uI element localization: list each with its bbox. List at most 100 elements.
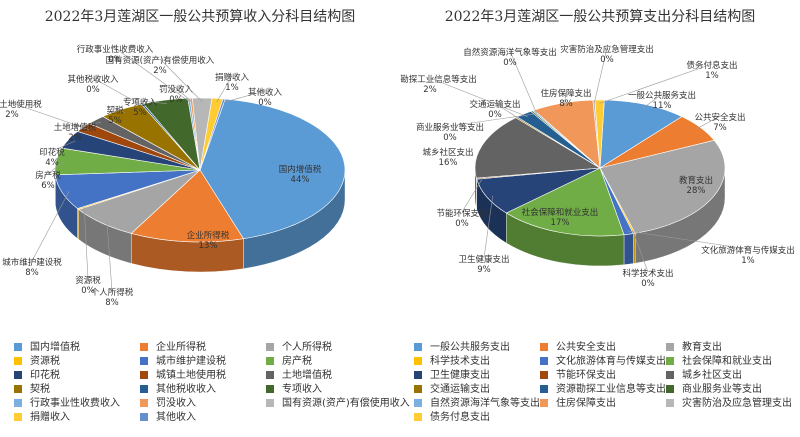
revenue-slice-4-leader (83, 207, 89, 280)
expenditure-slice-2-pct: 7% (713, 123, 727, 133)
expenditure-legend-swatch-6 (666, 357, 674, 365)
revenue-legend-label-9: 土地增值税 (282, 370, 332, 381)
expenditure-slice-16-pct: 1% (705, 71, 719, 81)
expenditure-legend-label-7: 卫生健康支出 (430, 370, 490, 381)
revenue-slice-15-label: 国有资源(资产)有偿使用收入 (106, 55, 215, 66)
revenue-slice-1-label: 国内增值税 (279, 164, 322, 175)
revenue-legend-item-1: 国内增值税 (14, 338, 80, 353)
expenditure-slice-13-pct: 0% (503, 58, 517, 68)
expenditure-slice-16-label: 债务付息支出 (686, 60, 737, 71)
expenditure-slice-12-pct: 0% (443, 133, 457, 143)
revenue-legend-label-10: 契税 (30, 384, 50, 395)
expenditure-legend-swatch-11 (540, 385, 548, 393)
revenue-slice-5-pct: 8% (25, 268, 39, 278)
expenditure-legend-item-11: 资源勘探工业信息等支出 (540, 380, 666, 395)
expenditure-legend-item-12: 商业服务业等支出 (666, 380, 762, 395)
expenditure-slice-5-pct: 1% (741, 256, 755, 266)
expenditure-legend-label-5: 文化旅游体育与传媒支出 (556, 356, 666, 367)
expenditure-slice-3 (599, 140, 726, 234)
expenditure-legend-swatch-7 (414, 371, 422, 379)
expenditure-slice-4-side (633, 233, 636, 264)
expenditure-legend-label-4: 科学技术支出 (430, 356, 490, 367)
expenditure-legend-item-1: 一般公共服务支出 (414, 338, 510, 353)
revenue-legend-item-4: 资源税 (14, 352, 60, 367)
expenditure-pie-chart: 一般公共服务支出11%公共安全支出7%教育支出28%科学技术支出0%文化旅游体育… (400, 44, 795, 289)
expenditure-legend-item-14: 住房保障支出 (540, 394, 616, 409)
revenue-legend-label-8: 城镇土地使用税 (156, 370, 226, 381)
revenue-legend-item-17: 其他收入 (140, 408, 196, 423)
expenditure-legend-item-4: 科学技术支出 (414, 352, 490, 367)
revenue-slice-3-leader (106, 220, 113, 292)
revenue-legend-label-7: 印花税 (30, 370, 60, 381)
expenditure-legend-item-10: 交通运输支出 (414, 380, 490, 395)
expenditure-legend-label-16: 债务付息支出 (430, 412, 490, 423)
expenditure-legend-item-15: 灾害防治及应急管理支出 (666, 394, 792, 409)
revenue-slice-9-pct: 2% (68, 133, 82, 143)
expenditure-slice-5-leader (627, 230, 749, 250)
revenue-slice-2 (130, 169, 244, 243)
expenditure-slice-16-leader (599, 63, 713, 104)
expenditure-legend-item-8: 节能环保支出 (540, 366, 616, 381)
revenue-slice-7-label: 印花税 (39, 147, 65, 158)
revenue-legend-label-2: 企业所得税 (156, 342, 206, 353)
revenue-slice-14-pct: 0% (169, 95, 183, 105)
revenue-legend-label-6: 房产税 (282, 356, 312, 367)
revenue-legend-swatch-3 (266, 343, 274, 351)
expenditure-legend-item-9: 城乡社区支出 (666, 366, 742, 381)
expenditure-slice-6-pct: 17% (551, 218, 570, 228)
revenue-legend-label-4: 资源税 (30, 356, 60, 367)
revenue-slice-9-label: 土地增值税 (54, 122, 97, 133)
revenue-slice-8-leader (11, 102, 90, 130)
expenditure-legend-swatch-9 (666, 371, 674, 379)
expenditure-legend-swatch-15 (666, 399, 674, 407)
expenditure-slice-7-leader (483, 195, 494, 259)
revenue-legend-swatch-13 (14, 399, 22, 407)
expenditure-slice-11-pct: 2% (423, 85, 437, 95)
expenditure-slice-3-pct: 28% (687, 186, 706, 196)
expenditure-slice-15-pct: 0% (600, 55, 614, 65)
revenue-legend-swatch-2 (140, 343, 148, 351)
revenue-legend-label-15: 国有资源(资产)有偿使用收入 (282, 398, 410, 409)
revenue-slice-13-label: 行政事业性收费收入 (77, 44, 154, 55)
expenditure-slice-8-leader (461, 177, 483, 213)
expenditure-legend-label-1: 一般公共服务支出 (430, 342, 510, 353)
revenue-slice-4-label: 资源税 (75, 275, 101, 286)
expenditure-slice-5-label: 文化旅游体育与传媒支出 (701, 245, 795, 256)
expenditure-legend-label-10: 交通运输支出 (430, 384, 490, 395)
revenue-legend-item-6: 房产税 (266, 352, 312, 367)
revenue-slice-8-pct: 2% (5, 110, 19, 120)
revenue-legend-item-11: 其他税收收入 (140, 380, 216, 395)
expenditure-legend-label-8: 节能环保支出 (556, 370, 616, 381)
revenue-slice-15-pct: 2% (153, 66, 167, 76)
expenditure-legend-label-2: 公共安全支出 (556, 342, 616, 353)
expenditure-legend-swatch-8 (540, 371, 548, 379)
expenditure-slice-8-label: 节能环保支出 (436, 208, 487, 219)
expenditure-slice-12-leader (449, 113, 536, 127)
expenditure-slice-2-label: 公共安全支出 (694, 112, 745, 123)
revenue-slice-15-leader (159, 58, 203, 102)
expenditure-slice-4-leader (632, 230, 649, 273)
revenue-legend-swatch-5 (140, 357, 148, 365)
expenditure-slice-1-leader (643, 93, 663, 109)
revenue-legend-swatch-14 (140, 399, 148, 407)
revenue-legend-swatch-11 (140, 385, 148, 393)
expenditure-slice-1-pct: 11% (653, 101, 672, 111)
revenue-slice-6-pct: 6% (41, 181, 55, 191)
revenue-slice-16-leader (216, 75, 233, 103)
expenditure-slice-7-label: 卫生健康支出 (458, 254, 509, 265)
revenue-slice-14-leader (175, 87, 192, 102)
revenue-legend-item-16: 捐赠收入 (14, 408, 70, 423)
revenue-chart-panel: 2022年3月莲湖区一般公共预算收入分科目结构图 国内增值税 44% 企业所得税 13… (0, 9, 410, 423)
revenue-slice-2-label: 企业所得税 (187, 230, 230, 241)
expenditure-slice-7-pct: 9% (477, 265, 491, 275)
expenditure-slice-14-label: 住房保障支出 (540, 88, 591, 99)
expenditure-slice-6 (505, 167, 625, 237)
revenue-legend-swatch-12 (266, 385, 274, 393)
expenditure-slice-15-leader (593, 47, 608, 104)
revenue-legend-item-3: 个人所得税 (266, 338, 332, 353)
expenditure-legend-label-14: 住房保障支出 (556, 398, 616, 409)
revenue-legend-item-5: 城市维护建设税 (140, 352, 226, 367)
revenue-slice-8-label: 城镇土地使用税 (0, 99, 42, 110)
expenditure-legend-swatch-5 (540, 357, 548, 365)
revenue-slice-17 (199, 98, 226, 171)
